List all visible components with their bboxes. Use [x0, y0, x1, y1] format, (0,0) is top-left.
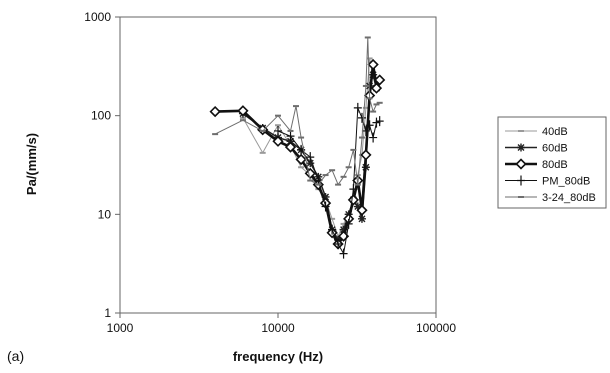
- legend-item: 60dB: [505, 143, 568, 155]
- y-tick-label: 100: [91, 109, 111, 123]
- legend-label: PM_80dB: [542, 176, 590, 188]
- legend-label: 80dB: [542, 159, 568, 171]
- legend-item: 3-24_80dB: [505, 192, 596, 204]
- point-diamond: [367, 58, 379, 71]
- legend-label: 3-24_80dB: [542, 192, 596, 204]
- series-PM_80dB: [274, 102, 384, 259]
- legend-box: [497, 116, 607, 209]
- series-80dB: [209, 58, 386, 250]
- x-tick-labels: 1000 10000 100000: [107, 321, 457, 335]
- legend-item: 40dB: [505, 126, 568, 138]
- point-diamond: [284, 141, 297, 153]
- point-plus: [328, 224, 337, 235]
- point-diamond: [295, 153, 307, 166]
- point-diamond: [209, 105, 221, 118]
- point-asterisk: [306, 159, 315, 168]
- point-plus: [375, 116, 384, 127]
- point-diamond: [347, 194, 360, 206]
- axes-ticks: [115, 16, 437, 318]
- legend-items: 40dB 60dB 80dB PM_80dB 3-24_80dB: [505, 126, 596, 204]
- point-asterisk: [321, 192, 330, 201]
- point-plus: [517, 175, 525, 186]
- x-tick-label: 100000: [416, 321, 456, 335]
- series-layer: [209, 36, 386, 259]
- point-plus: [306, 152, 315, 163]
- point-plus: [321, 201, 330, 212]
- legend: 40dB 60dB 80dB PM_80dB 3-24_80dB: [497, 116, 607, 209]
- point-plus: [361, 125, 370, 136]
- point-diamond: [356, 204, 368, 216]
- y-tick-label: 1: [104, 306, 111, 320]
- point-plus: [349, 184, 358, 195]
- point-diamond: [272, 135, 284, 147]
- point-plus: [344, 218, 353, 229]
- point-diamond: [360, 149, 372, 161]
- point-diamond: [237, 105, 249, 117]
- legend-label: 60dB: [542, 143, 568, 155]
- point-diamond: [370, 82, 383, 94]
- point-plus: [365, 120, 374, 131]
- series-3-24_80dB: [212, 36, 383, 186]
- legend-item: 80dB: [505, 158, 568, 171]
- panel-label: (a): [7, 348, 24, 364]
- point-plus: [286, 131, 295, 142]
- legend-item: PM_80dB: [505, 175, 590, 188]
- point-plus: [334, 239, 343, 250]
- point-asterisk: [286, 137, 295, 146]
- point-diamond: [374, 74, 386, 86]
- x-tick-label: 10000: [261, 321, 295, 335]
- point-plus: [369, 132, 378, 143]
- point-plus: [357, 112, 366, 123]
- x-axis-title: frequency (Hz): [233, 349, 323, 364]
- point-asterisk: [357, 214, 366, 223]
- point-plus: [353, 102, 362, 113]
- point-plus: [339, 248, 348, 259]
- series-line: [242, 58, 377, 237]
- point-plus: [274, 125, 282, 136]
- y-tick-label: 10: [98, 207, 112, 221]
- point-asterisk: [339, 225, 348, 234]
- point-asterisk: [353, 202, 362, 211]
- plot-frame: [119, 16, 437, 314]
- legend-label: 40dB: [542, 126, 568, 138]
- point-asterisk: [517, 143, 525, 152]
- point-diamond: [515, 158, 527, 170]
- y-tick-labels: 1 10 100 1000: [84, 10, 111, 320]
- x-tick-label: 1000: [107, 321, 134, 335]
- y-tick-label: 1000: [84, 10, 111, 24]
- y-axis-title: Pa/(mm/s): [24, 133, 39, 195]
